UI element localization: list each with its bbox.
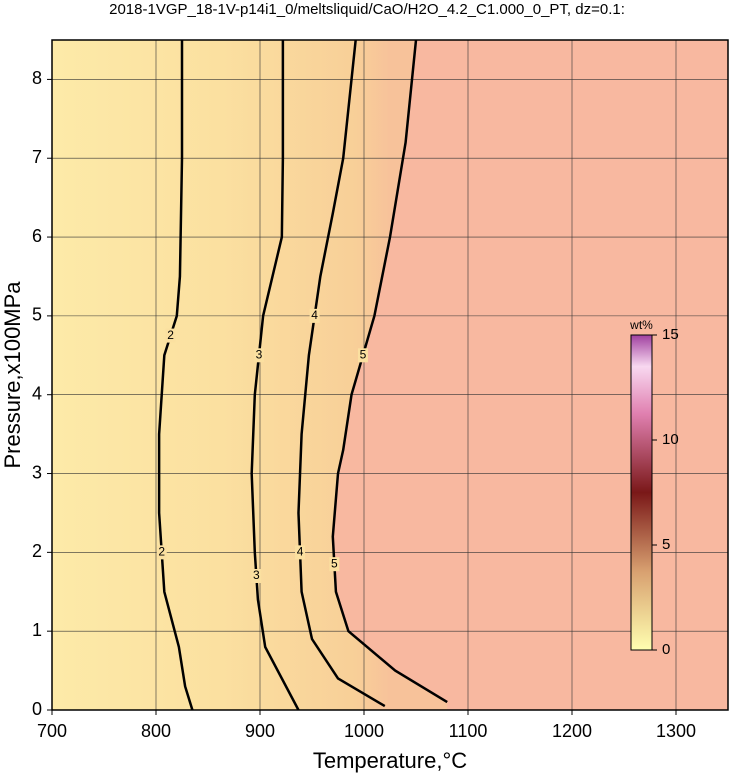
contour-label-bg: [309, 308, 320, 323]
contour-label: 4: [311, 308, 318, 322]
y-tick-label: 6: [32, 226, 42, 246]
contour-line: [297, 39, 386, 708]
x-tick-label: 700: [37, 721, 67, 741]
contour-label-bg: [295, 545, 306, 560]
colorbar-label: wt%: [629, 318, 653, 332]
y-tick-label: 7: [32, 147, 42, 167]
x-tick-label: 1300: [656, 721, 696, 741]
contour-label: 5: [360, 347, 367, 361]
colorbar-tick-label: 10: [662, 431, 679, 448]
colorbar-tick-label: 5: [662, 536, 670, 553]
y-tick-label: 0: [32, 699, 42, 719]
colorbar-tick-label: 15: [662, 326, 679, 343]
contour-label-bg: [329, 557, 340, 572]
contour-label: 5: [331, 556, 338, 570]
contour-label: 3: [256, 347, 263, 361]
y-tick-label: 5: [32, 305, 42, 325]
chart-title: 2018-1VGP_18-1V-p14i1_0/meltsliquid/CaO/…: [109, 1, 625, 18]
x-tick-label: 1200: [552, 721, 592, 741]
x-tick-label: 900: [245, 721, 275, 741]
contour-label-bg: [357, 348, 368, 363]
contour-line: [157, 40, 194, 711]
y-tick-label: 2: [32, 541, 42, 561]
y-tick-label: 8: [32, 68, 42, 88]
contour-label-bg: [253, 348, 264, 363]
x-tick-label: 800: [141, 721, 171, 741]
y-tick-label: 4: [32, 383, 42, 403]
x-axis-label: Temperature,°C: [313, 748, 467, 773]
contour-label: 4: [297, 545, 304, 559]
colorbar: [630, 334, 653, 651]
contour-label: 2: [158, 545, 165, 559]
x-tick-label: 1000: [344, 721, 384, 741]
colorbar-tick-label: 0: [662, 641, 670, 658]
y-axis-label: Pressure,x100MPa: [0, 281, 25, 469]
contour-label: 2: [167, 328, 174, 342]
contour-label: 3: [253, 568, 260, 582]
x-tick-label: 1100: [449, 721, 488, 741]
contour-label-bg: [165, 328, 176, 343]
contour-label-bg: [251, 569, 262, 583]
y-tick-label: 3: [32, 462, 42, 482]
y-tick-label: 1: [32, 620, 42, 640]
plot-frame: [51, 39, 729, 711]
contour-line: [331, 39, 448, 704]
contour-label-bg: [156, 545, 167, 560]
liquid-region: [332, 40, 728, 710]
contour-line: [250, 40, 300, 711]
